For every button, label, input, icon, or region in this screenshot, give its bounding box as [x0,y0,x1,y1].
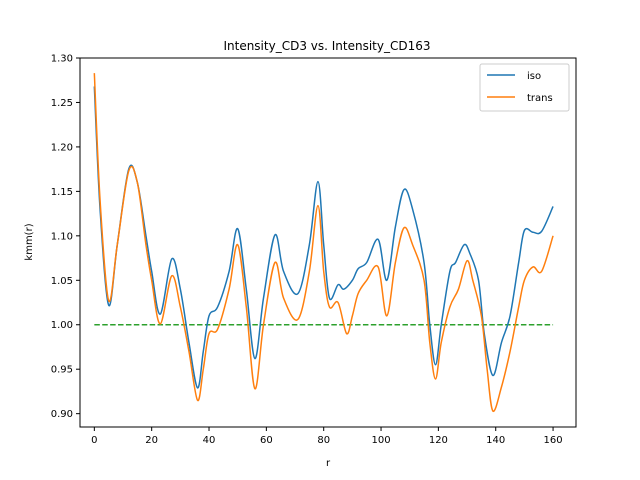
y-tick-label: 1.20 [51,142,73,153]
x-axis: 0 20 40 60 80 100 120 140 160 [91,427,563,446]
x-tick-label: 100 [371,435,390,446]
x-tick-label: 140 [486,435,505,446]
legend: iso trans [479,63,570,112]
x-tick-label: 60 [260,435,273,446]
y-tick-label: 0.95 [51,365,73,376]
y-tick-label: 1.25 [51,98,73,109]
x-axis-label: r [326,458,331,469]
y-axis-label: kmm(r) [24,223,35,260]
x-tick-label: 40 [203,435,216,446]
plot-frame [79,57,577,428]
legend-label-trans: trans [527,93,553,104]
y-tick-label: 1.30 [51,54,73,65]
y-tick-label: 0.90 [51,409,73,420]
series-line-trans [93,73,554,412]
x-tick-label: 0 [91,435,97,446]
y-tick-label: 1.10 [51,231,73,242]
chart-title: Intensity_CD3 vs. Intensity_CD163 [223,39,430,53]
y-tick-label: 1.00 [51,320,73,331]
y-axis: 0.90 0.95 1.00 1.05 1.10 1.15 1.20 1.25 1.30 [51,54,80,420]
y-tick-label: 1.15 [51,187,73,198]
y-tick-label: 1.05 [51,276,73,287]
series-layer [93,73,554,412]
series-line-iso [93,86,554,389]
plot-area [80,58,576,427]
legend-label-iso: iso [527,71,541,82]
x-tick-label: 120 [429,435,448,446]
x-tick-label: 20 [145,435,158,446]
x-tick-label: 80 [317,435,330,446]
x-tick-label: 160 [544,435,563,446]
legend-box [479,63,570,112]
